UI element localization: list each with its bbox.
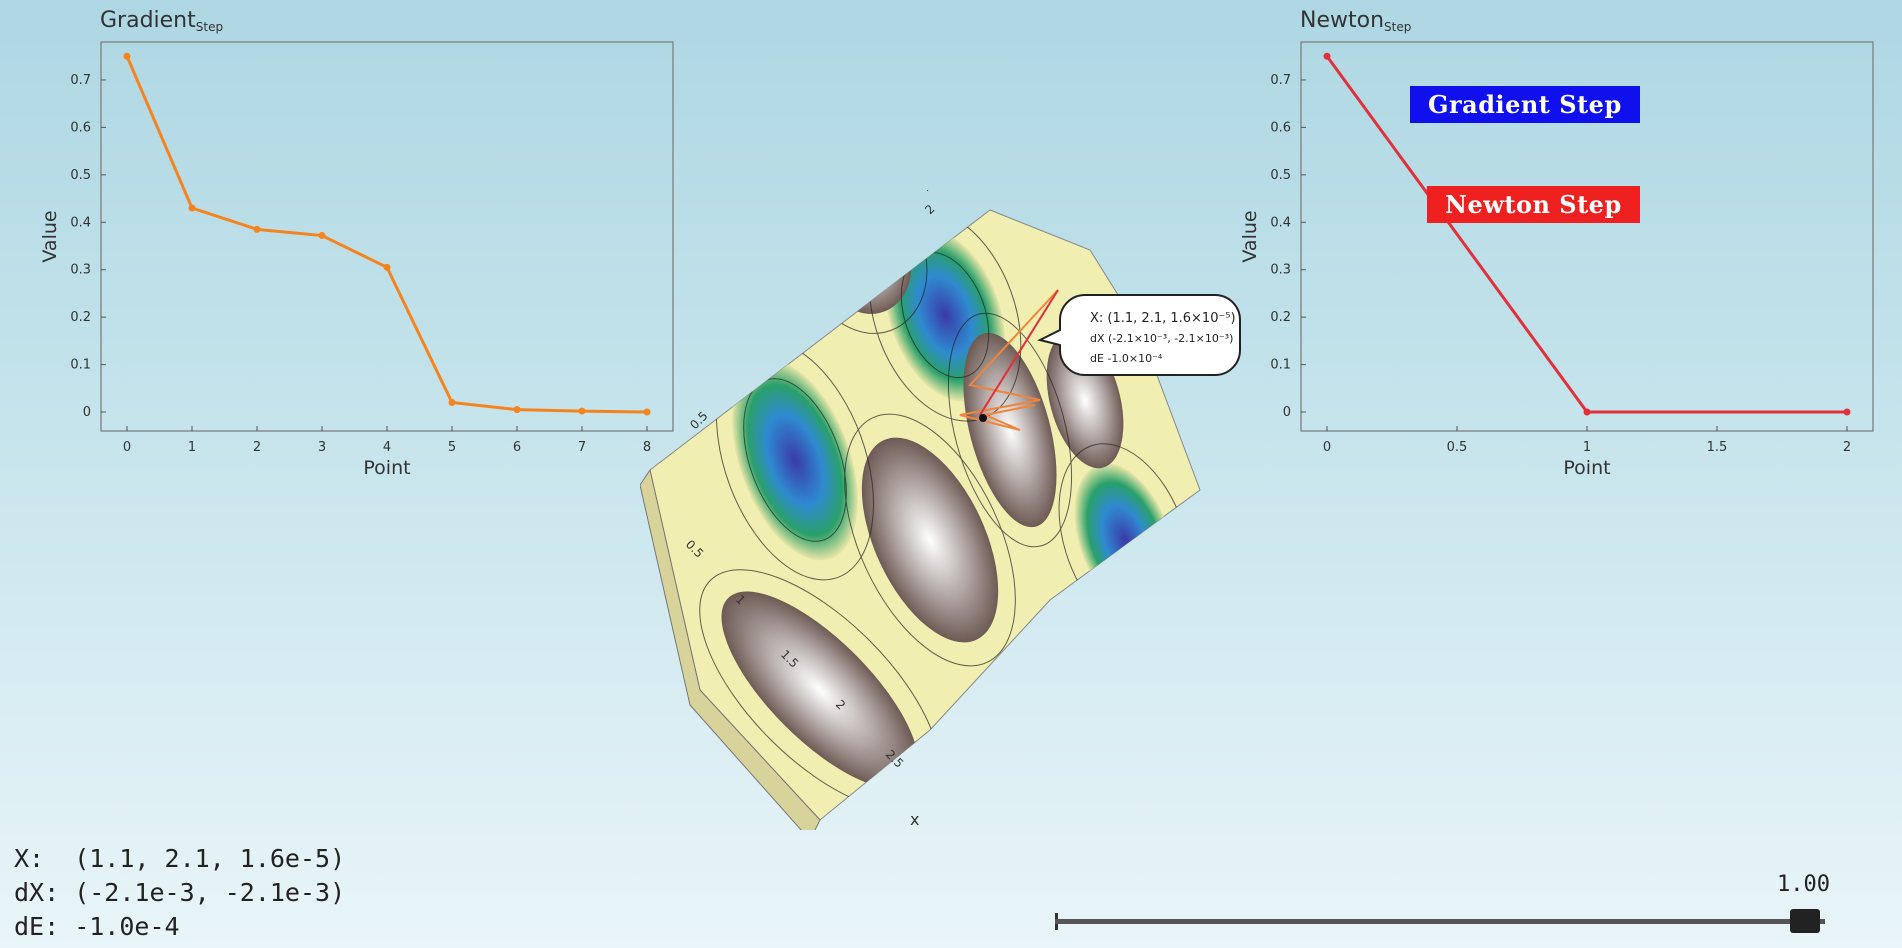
- newton-chart-title: NewtonStep: [1300, 8, 1412, 34]
- surface-x-ticks: 0.5 1 1.5 2 2.5 x: [683, 537, 920, 829]
- gradient-x-tick-label: 0: [123, 440, 131, 455]
- gradient-x-tick-label: 6: [513, 440, 521, 455]
- surface-y-label: y: [917, 190, 932, 192]
- gradient-data-point: [188, 204, 196, 212]
- gradient-data-point: [318, 232, 326, 240]
- optimization-path: [959, 289, 1059, 431]
- newton-y-tick-label: 0.6: [1270, 120, 1291, 135]
- gradient-x-tick-label: 7: [578, 440, 586, 455]
- svg-text:2: 2: [922, 202, 937, 217]
- gradient-y-tick-label: 0.5: [70, 168, 91, 183]
- gradient-data-point: [578, 407, 586, 415]
- newton-y-axis-label: Value: [1239, 210, 1261, 262]
- gradient-chart: 0 1 2 3 4 5 6 7 8 0 0.1 0.2 0.3 0.4 0.5 0.6 0.7 Point Valu…: [39, 41, 674, 479]
- gradient-chart-title: GradientStep: [100, 8, 224, 34]
- gradient-data-point: [643, 408, 651, 416]
- gradient-y-tick-label: 0.7: [70, 73, 91, 88]
- readout-panel: X: (1.1, 2.1, 1.6e-5) dX: (-2.1e-3, -2.1e…: [14, 842, 345, 944]
- newton-data-point: [1843, 408, 1851, 416]
- gradient-x-tick-label: 4: [383, 440, 391, 455]
- newton-y-tick-label: 0.2: [1270, 310, 1291, 325]
- gradient-data-point: [383, 263, 391, 271]
- gradient-y-axis-label: Value: [39, 210, 61, 262]
- newton-x-tick-label: 0.5: [1447, 440, 1468, 455]
- gradient-x-tick-label: 2: [253, 440, 261, 455]
- newton-x-tick-label: 1.5: [1707, 440, 1728, 455]
- readout-de: dE: -1.0e-4: [14, 912, 180, 941]
- surface-tooltip: X: (1.1, 2.1, 1.6×10⁻⁵) dX (-2.1×10⁻³, -…: [1037, 294, 1241, 376]
- newton-x-tick-label: 0: [1323, 440, 1331, 455]
- gradient-x-tick-label: 5: [448, 440, 456, 455]
- newton-y-tick-label: 0: [1283, 405, 1291, 420]
- gradient-x-tick-label: 3: [318, 440, 326, 455]
- tooltip-x: X: (1.1, 2.1, 1.6×10⁻⁵): [1090, 311, 1236, 326]
- newton-x-tick-label: 1: [1583, 440, 1591, 455]
- gradient-data-point: [448, 399, 456, 407]
- newton-y-tick-label: 0.7: [1270, 73, 1291, 88]
- gradient-y-tick-label: 0.6: [70, 120, 91, 135]
- newton-y-tick-label: 0.4: [1270, 215, 1291, 230]
- step-slider-handle[interactable]: [1790, 909, 1820, 933]
- step-slider-track[interactable]: [1055, 919, 1825, 924]
- gradient-y-tick-label: 0.3: [70, 263, 91, 278]
- gradient-x-axis-label: Point: [363, 457, 410, 479]
- gradient-y-tick-label: 0.4: [70, 215, 91, 230]
- newton-data-point: [1323, 52, 1331, 60]
- newton-y-tick-label: 0.1: [1270, 358, 1291, 373]
- surface-x-label: x: [910, 810, 919, 829]
- gradient-data-point: [123, 52, 131, 60]
- newton-x-tick-label: 2: [1843, 440, 1851, 455]
- surface-side-wall: [640, 468, 821, 830]
- gradient-data-point: [513, 406, 521, 414]
- newton-y-tick-label: 0.5: [1270, 168, 1291, 183]
- tooltip-dx: dX (-2.1×10⁻³, -2.1×10⁻³): [1090, 332, 1233, 345]
- gradient-x-tick-label: 8: [643, 440, 651, 455]
- newton-y-tick-label: 0.3: [1270, 263, 1291, 278]
- readout-x: X: (1.1, 2.1, 1.6e-5): [14, 844, 346, 873]
- surface-plot[interactable]: 2 0.5 y 0.5 1 1.5 2 2.5 x X: (1.1, 2.1, …: [640, 190, 1320, 830]
- legend-newton-step: Newton Step: [1427, 186, 1640, 223]
- slider-value: 1.00: [1777, 872, 1830, 897]
- gradient-y-tick-label: 0: [83, 405, 91, 420]
- readout-dx: dX: (-2.1e-3, -2.1e-3): [14, 878, 346, 907]
- newton-data-point: [1583, 408, 1591, 416]
- gradient-x-tick-label: 1: [188, 440, 196, 455]
- newton-chart: 0 0.5 1 1.5 2 0 0.1 0.2 0.3 0.4 0.5 0.6 0.7 Point Valu…: [1239, 41, 1874, 479]
- gradient-y-tick-label: 0.2: [70, 310, 91, 325]
- gradient-plot-frame: [100, 41, 674, 432]
- gradient-data-point: [253, 225, 261, 233]
- newton-x-axis-label: Point: [1563, 457, 1610, 479]
- legend-gradient-step: Gradient Step: [1410, 86, 1640, 123]
- gradient-series-line: [125, 55, 648, 414]
- tooltip-de: dE -1.0×10⁻⁴: [1090, 352, 1163, 365]
- gradient-y-tick-label: 0.1: [70, 358, 91, 373]
